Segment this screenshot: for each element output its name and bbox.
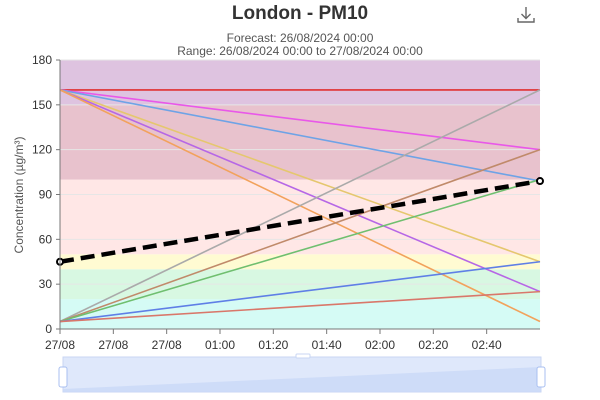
x-tick-labels: 27/08 27/08 27/08 01:00 01:20 01:40 02:00 02:20… <box>45 329 502 352</box>
y-tick-labels: 0 30 60 90 120 150 180 <box>32 53 60 336</box>
series-line-forecast <box>59 178 541 264</box>
download-button[interactable] <box>515 4 537 26</box>
chart-title: London - PM10 <box>232 3 368 24</box>
download-icon <box>517 7 535 23</box>
series-line-3 <box>59 89 541 263</box>
series-line-4 <box>59 89 541 293</box>
series-line-2 <box>59 89 541 182</box>
navigator-right-handle[interactable] <box>536 366 546 388</box>
chart-subtitle-forecast: Forecast: 26/08/2024 00:00 <box>227 31 374 45</box>
navigator-left-handle[interactable] <box>58 366 68 388</box>
navigator-top-handle[interactable] <box>295 353 311 359</box>
x-tick-label-2: 27/08 <box>152 338 182 352</box>
x-tick-label-8: 02:40 <box>472 338 502 352</box>
forecast-point-1 <box>536 177 544 186</box>
band-2 <box>60 254 540 270</box>
series-line-6 <box>59 89 541 323</box>
x-tick-label-3: 01:00 <box>205 338 235 352</box>
y-tick-label-3: 90 <box>39 188 53 202</box>
x-tick-label-5: 01:40 <box>312 338 342 352</box>
series-line-8 <box>59 178 541 323</box>
y-tick-label-6: 180 <box>32 53 52 67</box>
y-tick-label-2: 60 <box>39 232 53 246</box>
series-line-9 <box>59 260 541 323</box>
y-axis-title: Concentration (µg/m³) <box>12 137 26 254</box>
x-tick-label-7: 02:20 <box>418 338 448 352</box>
navigator[interactable] <box>58 353 546 393</box>
band-3 <box>60 179 540 255</box>
concentration-bands <box>60 60 540 329</box>
x-tick-label-6: 02:00 <box>365 338 395 352</box>
series-lines <box>56 89 544 323</box>
navigator-series-area <box>63 367 541 392</box>
band-4 <box>60 104 540 180</box>
y-tick-label-5: 150 <box>32 98 52 112</box>
chart-subtitle-range: Range: 26/08/2024 00:00 to 27/08/2024 00… <box>177 44 423 58</box>
x-tick-label-4: 01:20 <box>258 338 288 352</box>
y-tick-label-4: 120 <box>32 143 52 157</box>
x-tick-label-1: 27/08 <box>98 338 128 352</box>
band-5 <box>60 60 540 105</box>
y-tick-label-1: 30 <box>39 277 53 291</box>
series-line-7 <box>59 148 541 323</box>
x-tick-label-0: 27/08 <box>45 338 75 352</box>
y-tick-label-0: 0 <box>45 322 52 336</box>
band-0 <box>60 299 540 329</box>
series-line-1 <box>59 89 541 151</box>
series-line-10 <box>59 290 541 323</box>
